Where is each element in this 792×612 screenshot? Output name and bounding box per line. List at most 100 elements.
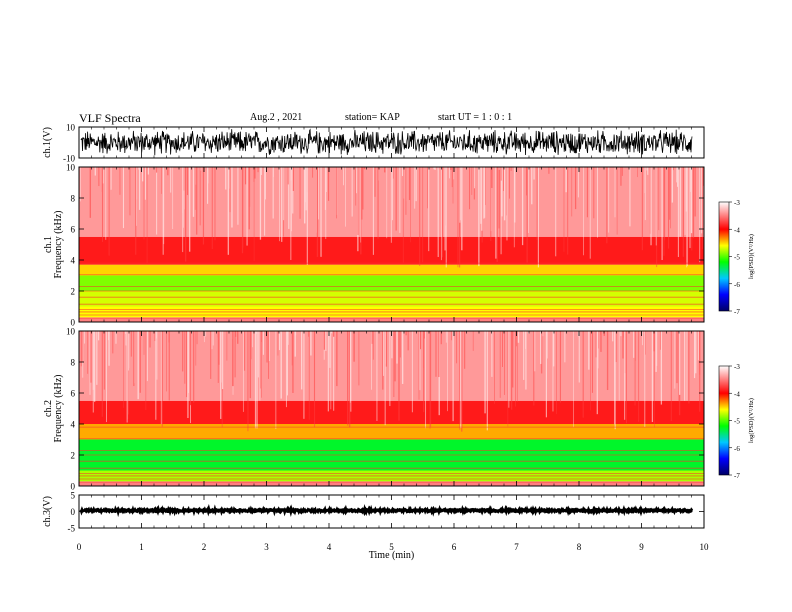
ch1-spectrogram-streak: [449, 167, 450, 179]
ch2-spectrogram-streak: [651, 331, 654, 423]
ch1-spectrogram-streak: [305, 167, 307, 211]
ch1-spectrogram-streak: [405, 167, 407, 215]
ch2-spectrogram-streak: [655, 331, 657, 372]
ch1-spectrogram-streak: [503, 167, 506, 221]
ch1-spectrogram-ylabel-frequency: Frequency (kHz): [53, 210, 64, 278]
ch1-spectrogram-streak: [498, 167, 500, 170]
ch1-spectrogram-streak: [360, 167, 362, 243]
ch1-spectrogram-ytick-label: 6: [71, 225, 76, 235]
ch2-spectrogram-streak: [533, 331, 535, 406]
station-label: station= KAP: [345, 112, 400, 123]
ch2-spectrogram-streak: [405, 331, 407, 336]
ch1-spectrogram-streak: [199, 167, 201, 226]
figure-title: VLF Spectra: [79, 111, 141, 125]
ch1-spectrogram-streak: [325, 167, 327, 193]
ch2-spectrogram-streak: [161, 331, 163, 427]
ch1-spectrogram-streak: [510, 167, 512, 171]
ch2-spectrogram-streak: [286, 331, 288, 396]
ch2-spectrogram-streak: [168, 331, 170, 401]
ch2-spectrogram-colorbar-tick-label: -4: [734, 390, 740, 398]
xaxis-tick-label: 10: [700, 542, 710, 552]
ch2-spectrogram-streak: [686, 331, 688, 401]
ch1-spectrogram-streak: [299, 167, 301, 219]
ch1-spectrogram-streak: [671, 167, 674, 203]
ch3-waveform-ytick-label: 5: [71, 491, 76, 501]
ch2-spectrogram-streak: [156, 331, 158, 380]
ch1-spectrogram-streak: [281, 167, 283, 242]
ch1-spectrogram-ytick-label: 4: [71, 256, 76, 266]
ch1-spectrogram-streak: [555, 167, 557, 257]
ch2-spectrogram-streak: [626, 331, 627, 424]
ch1-spectrogram-colorbar-tick-label: -7: [734, 308, 740, 316]
ch1-spectrogram-streak: [312, 167, 314, 178]
ch2-spectrogram-streak: [325, 331, 327, 352]
ch1-spectrogram-streak: [655, 167, 657, 246]
ch2-spectrogram-streak: [653, 331, 655, 352]
ch1-spectrogram-streak: [537, 167, 539, 268]
ch2-spectrogram-streak: [452, 331, 454, 422]
ch1-spectrogram-texture: [80, 167, 706, 268]
ch1-spectrogram-streak: [437, 167, 439, 258]
ch2-spectrogram-streak: [533, 331, 536, 372]
ch2-spectrogram-ytick-label: 8: [71, 358, 76, 368]
ch1-spectrogram-streak: [231, 167, 233, 228]
ch1-spectrogram-streak: [162, 167, 164, 255]
ch1-spectrogram-streak: [363, 167, 366, 170]
ch1-spectrogram-streak: [147, 167, 149, 175]
ch2-spectrogram-streak: [278, 331, 281, 351]
ch2-spectrogram-streak: [336, 331, 338, 387]
ch1-spectrogram-streak: [478, 167, 480, 267]
ch1-spectrogram-streak: [362, 167, 364, 210]
ch1-spectrogram-streak: [402, 167, 404, 263]
ch1-spectrogram-streak: [214, 167, 216, 241]
ch2-spectrogram-streak: [438, 331, 440, 378]
ch1-spectrogram-streak: [399, 167, 401, 233]
xaxis-tick-label: 2: [202, 542, 207, 552]
ch2-spectrogram-streak: [205, 331, 207, 337]
ch1-spectrogram-streak: [355, 167, 357, 206]
ch1-spectrogram-streak: [194, 167, 196, 210]
ch2-spectrogram-streak: [484, 331, 486, 414]
ch1-spectrogram-streak: [183, 167, 185, 191]
ch2-spectrogram-streak: [411, 331, 413, 413]
ch1-spectrogram-streak: [292, 167, 294, 191]
ch1-spectrogram-streak: [536, 167, 538, 240]
ch2-spectrogram-streak: [541, 331, 543, 374]
ch1-spectrogram-streak: [637, 167, 638, 178]
ch2-spectrogram-colorbar-tick-label: -6: [734, 445, 740, 453]
ch2-spectrogram-streak: [606, 331, 609, 391]
ch2-spectrogram-streak: [184, 331, 186, 384]
ch1-spectrogram-streak: [484, 167, 486, 206]
ch1-spectrogram-streak: [304, 167, 306, 224]
ch2-spectrogram-streak: [507, 331, 509, 427]
ch1-spectrogram-streak: [390, 167, 392, 243]
ch1-spectrogram-streak: [356, 167, 358, 194]
ch1-spectrogram-streak: [644, 167, 646, 194]
ch1-spectrogram-streak: [647, 167, 649, 175]
ch2-spectrogram-streak: [232, 331, 234, 387]
ch2-spectrogram-ytick-label: 10: [66, 327, 76, 337]
ch1-spectrogram-streak: [505, 167, 507, 216]
ch1-spectrogram-streak: [679, 167, 681, 237]
ch1-spectrogram-streak: [689, 167, 691, 249]
ch2-spectrogram-streak: [660, 331, 663, 405]
ch2-spectrogram-streak: [582, 331, 584, 418]
ch1-spectrogram-ytick-label: 10: [66, 163, 76, 173]
ch1-spectrogram-streak: [440, 167, 442, 261]
ch1-spectrogram-streak: [457, 167, 459, 268]
ch2-spectrogram-streak: [348, 331, 351, 428]
ch2-spectrogram-streak: [92, 331, 94, 413]
ch2-spectrogram-band: [79, 439, 704, 455]
ch2-spectrogram-streak: [684, 331, 686, 401]
ch2-spectrogram-streak: [501, 331, 503, 367]
ch2-spectrogram-streak: [98, 331, 100, 341]
ch2-spectrogram-streak: [218, 331, 220, 365]
ch2-spectrogram-streak: [105, 331, 107, 423]
ch2-spectrogram-streak: [234, 331, 236, 378]
ch1-spectrogram-streak: [200, 167, 202, 171]
ch2-spectrogram-streak: [128, 331, 130, 371]
ch2-spectrogram-streak: [540, 331, 542, 364]
ch1-spectrogram-streak: [650, 167, 652, 246]
ch1-spectrogram-streak: [434, 167, 436, 170]
ch2-spectrogram-streak: [394, 331, 396, 382]
